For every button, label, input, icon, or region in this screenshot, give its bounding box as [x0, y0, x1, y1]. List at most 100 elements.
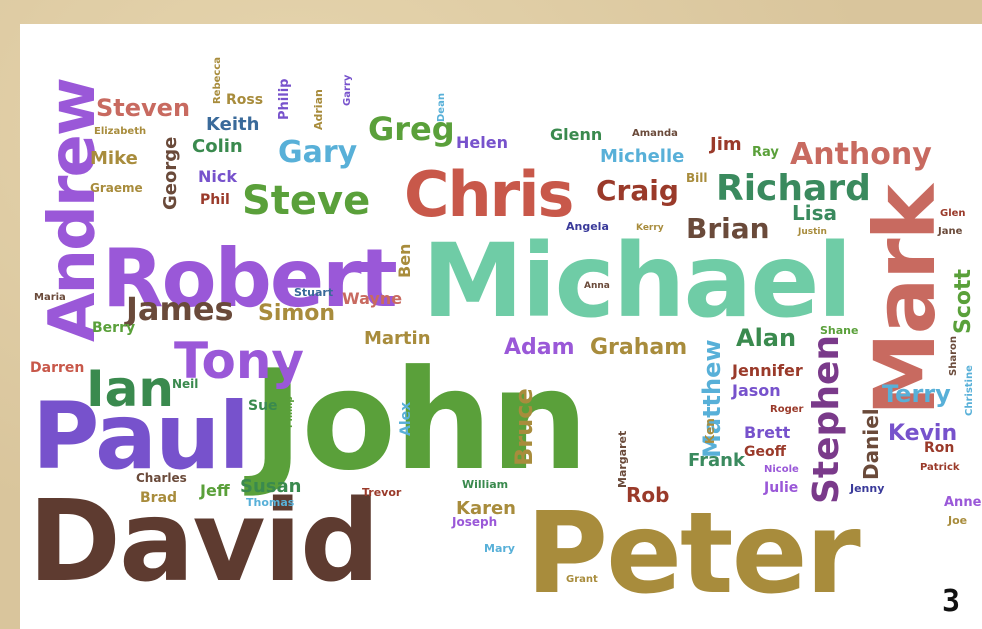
word-tony: Tony	[174, 332, 304, 390]
word-sharon: Sharon	[948, 336, 959, 376]
word-peter: Peter	[526, 489, 861, 619]
word-sue: Sue	[248, 398, 278, 414]
word-colin: Colin	[192, 136, 243, 157]
word-amanda: Amanda	[632, 128, 678, 139]
word-grant: Grant	[566, 574, 598, 585]
word-margaret: Margaret	[616, 431, 629, 488]
word-justin: Justin	[797, 227, 827, 237]
word-daniel: Daniel	[859, 408, 883, 480]
word-george: George	[160, 137, 181, 210]
word-julie: Julie	[763, 480, 798, 496]
word-simon: Simon	[258, 301, 335, 326]
word-roger: Roger	[770, 404, 804, 415]
word-alan: Alan	[736, 324, 796, 352]
word-robert: Robert	[102, 232, 397, 325]
word-brian: Brian	[686, 212, 770, 245]
word-scott: Scott	[951, 268, 976, 334]
word-kevin: Kevin	[888, 421, 957, 446]
word-andrew: Andrew	[36, 79, 110, 342]
slide-number: 3	[941, 584, 960, 619]
word-glenn: Glenn	[550, 125, 602, 144]
word-jim: Jim	[708, 134, 742, 155]
word-glen: Glen	[940, 208, 966, 219]
word-dean: Dean	[436, 93, 447, 122]
word-michael: Michael	[422, 222, 851, 341]
word-rebecca: Rebecca	[212, 57, 223, 104]
word-michelle: Michelle	[600, 146, 684, 167]
word-rob: Rob	[626, 483, 669, 507]
word-steve: Steve	[242, 178, 370, 224]
word-terry: Terry	[882, 380, 951, 408]
word-mike: Mike	[90, 148, 138, 169]
word-jenny: Jenny	[849, 482, 884, 495]
word-phillip: Phillip	[285, 396, 295, 428]
word-ken: Ken	[703, 418, 717, 444]
word-geoff: Geoff	[744, 444, 787, 460]
word-jennifer: Jennifer	[731, 361, 803, 380]
word-gary: Gary	[278, 135, 358, 170]
word-berry: Berry	[92, 320, 135, 336]
word-greg: Greg	[368, 110, 455, 148]
word-adrian: Adrian	[312, 89, 325, 130]
word-anne: Anne	[944, 495, 982, 510]
word-charles: Charles	[136, 471, 187, 485]
word-mary: Mary	[484, 542, 515, 555]
word-stuart: Stuart	[294, 286, 333, 299]
word-james: James	[124, 290, 234, 328]
word-lisa: Lisa	[792, 201, 837, 225]
word-maria: Maria	[34, 292, 66, 303]
word-ian: Ian	[86, 360, 174, 418]
word-angela: Angela	[566, 220, 609, 233]
word-matthew: Matthew	[698, 339, 726, 458]
word-phil: Phil	[200, 192, 230, 208]
word-brett: Brett	[744, 423, 791, 442]
word-susan: Susan	[240, 476, 301, 497]
word-steven: Steven	[96, 94, 190, 122]
word-anna: Anna	[584, 281, 610, 291]
word-brad: Brad	[140, 490, 177, 506]
word-trevor: Trevor	[362, 486, 402, 499]
word-graham: Graham	[590, 335, 687, 360]
word-garry: Garry	[342, 74, 353, 106]
word-john: John	[244, 340, 587, 501]
word-graeme: Graeme	[90, 181, 143, 195]
word-alex: Alex	[398, 402, 414, 436]
word-jason: Jason	[731, 381, 781, 400]
word-thomas: Thomas	[246, 496, 295, 509]
word-martin: Martin	[364, 328, 431, 349]
word-craig: Craig	[596, 174, 679, 207]
word-mark: Mark	[856, 182, 954, 416]
word-karen: Karen	[456, 498, 516, 519]
word-bruce: Bruce	[510, 388, 538, 466]
word-anthony: Anthony	[790, 137, 932, 172]
word-nicole: Nicole	[764, 464, 799, 475]
word-joe: Joe	[947, 514, 967, 527]
word-nick: Nick	[198, 167, 237, 186]
word-ross: Ross	[226, 92, 263, 108]
word-william: William	[462, 478, 508, 491]
word-neil: Neil	[172, 377, 198, 391]
word-chris: Chris	[404, 158, 572, 231]
word-richard: Richard	[716, 168, 871, 209]
word-darren: Darren	[30, 360, 84, 376]
word-kerry: Kerry	[636, 223, 664, 233]
word-elizabeth: Elizabeth	[94, 126, 146, 137]
word-philip: Philip	[277, 79, 292, 120]
word-christine: Christine	[964, 365, 975, 416]
word-joseph: Joseph	[451, 515, 497, 529]
word-shane: Shane	[820, 324, 858, 337]
word-helen: Helen	[456, 133, 508, 152]
word-bill: Bill	[686, 171, 708, 185]
word-patrick: Patrick	[920, 462, 960, 473]
word-paul: Paul	[32, 383, 248, 490]
word-david: David	[28, 477, 378, 607]
word-keith: Keith	[206, 114, 259, 135]
word-jane: Jane	[937, 226, 963, 237]
word-frank: Frank	[688, 450, 746, 471]
word-adam: Adam	[504, 335, 575, 360]
word-jeff: Jeff	[199, 481, 231, 500]
word-wayne: Wayne	[342, 289, 402, 308]
word-ray: Ray	[752, 145, 779, 160]
